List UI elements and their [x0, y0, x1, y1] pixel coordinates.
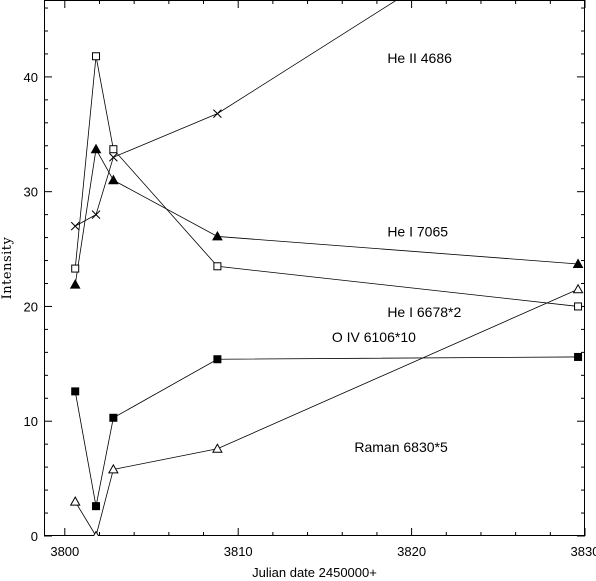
- y-axis-label: Intensity: [0, 237, 15, 300]
- open-triangle-marker: [212, 443, 223, 453]
- annotation-he7065: He I 7065: [387, 223, 448, 239]
- filled-triangle-marker: [212, 230, 223, 241]
- open-square-marker: [109, 145, 118, 154]
- axis-tick-labels: 3800 3810 3820 3830 0 10 20 30 40: [24, 70, 596, 559]
- cross-marker: [91, 210, 101, 219]
- series-raman: [69, 283, 584, 536]
- cross-marker: [109, 152, 118, 162]
- annotation-o4: O IV 6106*10: [332, 329, 416, 345]
- filled-square-marker: [92, 502, 101, 511]
- y-tick-label: 40: [24, 70, 38, 85]
- annotation-he2: He II 4686: [387, 50, 452, 66]
- series-line: [74, 147, 579, 285]
- series-he6678: [71, 52, 583, 311]
- annotation-he6678: He I 6678*2: [387, 304, 461, 320]
- plot-frame: [44, 0, 585, 536]
- filled-triangle-marker: [572, 258, 584, 268]
- cross-marker: [70, 221, 80, 231]
- series-o4: [71, 352, 583, 511]
- x-tick-label: 3830: [571, 544, 596, 559]
- annotation-raman: Raman 6830*5: [354, 439, 448, 455]
- cross-marker: [213, 109, 222, 118]
- filled-square-marker: [71, 387, 80, 396]
- cross-stroke: [91, 210, 101, 219]
- open-triangle-marker: [92, 530, 100, 536]
- series-line: [74, 288, 579, 536]
- y-tick-label: 30: [24, 185, 38, 200]
- filled-triangle-marker: [108, 174, 119, 185]
- filled-square-marker: [574, 352, 583, 361]
- filled-square-marker: [213, 355, 222, 364]
- x-tick-label: 3820: [397, 544, 426, 559]
- y-tick-label: 0: [31, 529, 38, 544]
- y-tick-label: 20: [24, 299, 38, 314]
- cross-stroke: [70, 221, 80, 231]
- plot-border: [44, 0, 585, 536]
- filled-triangle-marker: [69, 279, 81, 289]
- cross-stroke: [213, 109, 222, 118]
- series-he2: [70, 0, 398, 231]
- axis-ticks: [44, 0, 586, 537]
- series-clip-group: [69, 0, 584, 536]
- open-square-marker: [574, 302, 583, 311]
- open-triangle-marker: [108, 463, 119, 474]
- open-triangle-marker: [572, 283, 584, 294]
- series-layer: [69, 0, 584, 536]
- cross-stroke: [109, 152, 118, 162]
- open-triangle-marker: [69, 496, 81, 506]
- x-tick-label: 3810: [224, 544, 253, 559]
- open-square-marker: [92, 52, 101, 61]
- series-he7065: [69, 143, 584, 289]
- x-tick-label: 3800: [50, 544, 79, 559]
- open-square-marker: [71, 264, 80, 273]
- series-line: [74, 56, 579, 307]
- filled-square-marker: [109, 413, 118, 422]
- x-axis-label: Julian date 2450000+: [252, 565, 377, 580]
- series-annotations: He II 4686 He I 7065 He I 6678*2 O IV 6106*…: [332, 50, 462, 455]
- y-tick-label: 10: [24, 414, 38, 429]
- filled-triangle-marker: [90, 143, 102, 154]
- open-square-marker: [213, 262, 222, 271]
- series-line: [74, 356, 579, 507]
